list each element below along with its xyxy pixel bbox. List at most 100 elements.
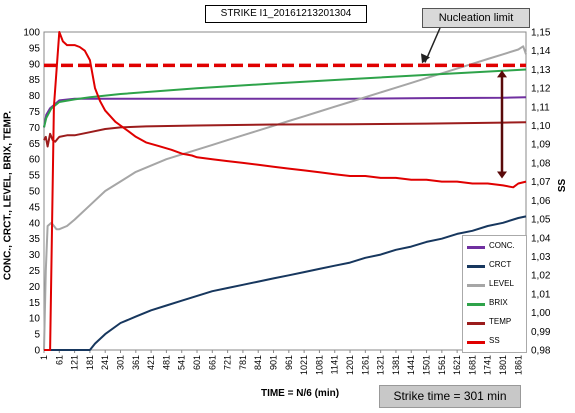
y-tick-left: 0 — [34, 346, 40, 357]
x-tick-label: 1021 — [299, 355, 309, 375]
x-tick-label: 1741 — [483, 355, 493, 375]
x-axis-label: TIME = N/6 (min) — [260, 388, 340, 399]
y-tick-left: 50 — [29, 187, 41, 198]
y-tick-right: 1,13 — [531, 65, 551, 76]
y-tick-right: 1,11 — [531, 102, 550, 113]
y-tick-right: 0,98 — [531, 346, 551, 357]
legend-label: BRIX — [489, 298, 508, 307]
y-tick-left: 5 — [34, 330, 40, 341]
y-tick-left: 35 — [29, 234, 41, 245]
y-tick-left: 25 — [29, 266, 41, 277]
y-tick-left: 45 — [29, 202, 41, 213]
y-tick-left: 40 — [29, 218, 41, 229]
x-tick-label: 841 — [253, 355, 263, 370]
legend-item-level: LEVEL — [467, 278, 527, 292]
legend-swatch — [467, 284, 485, 287]
gap-arrow-head-up — [497, 70, 507, 78]
x-tick-label: 181 — [85, 355, 95, 370]
y-tick-left: 80 — [29, 91, 41, 102]
y-tick-left: 10 — [29, 314, 41, 325]
legend-label: CRCT — [489, 260, 512, 269]
x-tick-label: 541 — [177, 355, 187, 370]
x-tick-label: 121 — [70, 355, 80, 370]
y-tick-right: 1,01 — [531, 289, 551, 300]
y-tick-right: 1,09 — [531, 140, 551, 151]
series-line-level — [43, 45, 527, 351]
legend-swatch — [467, 322, 485, 325]
x-tick-label: 661 — [207, 355, 217, 370]
y-tick-left: 90 — [29, 59, 41, 70]
x-tick-label: 1081 — [314, 355, 324, 375]
legend-item-ss: SS — [467, 335, 527, 349]
y-tick-right: 1,03 — [531, 252, 551, 263]
legend-item-brix: BRIX — [467, 297, 527, 311]
y-tick-left: 70 — [29, 123, 41, 134]
y-tick-right: 1,07 — [531, 177, 551, 188]
y-axis-label-left: CONC., CRCT., LEVEL, BRIX, TEMP. — [2, 110, 14, 281]
y-tick-left: 100 — [23, 28, 40, 39]
series-line-crct — [44, 215, 527, 351]
y-tick-right: 1,04 — [531, 233, 551, 244]
legend-label: SS — [489, 336, 500, 345]
x-tick-label: 721 — [223, 355, 233, 370]
x-tick-label: 1681 — [467, 355, 477, 375]
legend: CONC. CRCT LEVEL BRIX TEMP SS — [462, 235, 527, 353]
legend-swatch — [467, 246, 485, 249]
legend-item-conc: CONC. — [467, 240, 527, 254]
x-tick-label: 601 — [192, 355, 202, 370]
x-tick-label: 1501 — [422, 355, 432, 375]
series-line-brix — [43, 68, 527, 128]
x-tick-label: 1441 — [406, 355, 416, 375]
legend-swatch — [467, 341, 485, 344]
y-axis-label-right: SS — [557, 178, 569, 193]
y-tick-labels-right: 0,98 0,99 1,00 1,01 1,02 1,03 1,04 1,05 1,06 1,07… — [531, 28, 551, 357]
x-tick-labels: 1 61 121 181 241 301 361 421 481 541 601 661 721 781 8… — [39, 355, 523, 375]
x-tick-label: 1141 — [330, 355, 340, 374]
y-tick-right: 1,00 — [531, 308, 551, 319]
series-line-ss — [44, 31, 527, 351]
legend-label: TEMP — [489, 317, 512, 326]
x-tick-label: 61 — [54, 355, 64, 365]
nucleation-limit-callout: Nucleation limit — [422, 8, 530, 28]
callout-arrowhead — [421, 53, 430, 64]
y-tick-left: 15 — [29, 298, 41, 309]
y-tick-right: 0,99 — [531, 327, 551, 338]
legend-swatch — [467, 265, 485, 268]
x-tick-label: 301 — [116, 355, 126, 370]
x-tick-label: 781 — [238, 355, 248, 370]
y-tick-left: 20 — [29, 282, 41, 293]
series-line-temp — [43, 121, 527, 148]
legend-item-crct: CRCT — [467, 259, 527, 273]
y-tick-left: 65 — [29, 139, 41, 150]
y-tick-left: 95 — [29, 43, 41, 54]
legend-item-temp: TEMP — [467, 316, 527, 330]
legend-label: CONC. — [489, 241, 515, 250]
axes — [43, 31, 527, 353]
y-tick-right: 1,12 — [531, 84, 551, 95]
legend-swatch — [467, 303, 485, 306]
x-tick-label: 1861 — [513, 355, 523, 375]
x-tick-label: 1201 — [345, 355, 355, 375]
y-tick-right: 1,02 — [531, 271, 551, 282]
y-tick-right: 1,05 — [531, 215, 551, 226]
x-tick-label: 1261 — [360, 355, 370, 375]
x-tick-label: 421 — [146, 355, 156, 370]
x-tick-label: 1561 — [437, 355, 447, 375]
x-tick-label: 1381 — [391, 355, 401, 375]
annotations — [44, 27, 526, 179]
chart-title: STRIKE I1_20161213201304 — [205, 5, 367, 23]
x-tick-label: 1621 — [452, 355, 462, 375]
x-tick-label: 361 — [131, 355, 141, 370]
y-tick-right: 1,14 — [531, 46, 551, 57]
x-tick-label: 1 — [39, 355, 49, 360]
strike-time-box: Strike time = 301 min — [379, 385, 521, 408]
gap-arrow-head-down — [497, 171, 507, 179]
y-tick-left: 75 — [29, 107, 41, 118]
x-tick-label: 481 — [161, 355, 171, 370]
y-tick-labels-left: 0 5 10 15 20 25 30 35 40 45 50 55 60 65 70 75 80 85 90 95 10… — [23, 28, 40, 357]
y-tick-left: 85 — [29, 75, 41, 86]
x-tick-label: 901 — [269, 355, 279, 370]
y-tick-left: 60 — [29, 155, 41, 166]
y-tick-left: 30 — [29, 250, 41, 261]
